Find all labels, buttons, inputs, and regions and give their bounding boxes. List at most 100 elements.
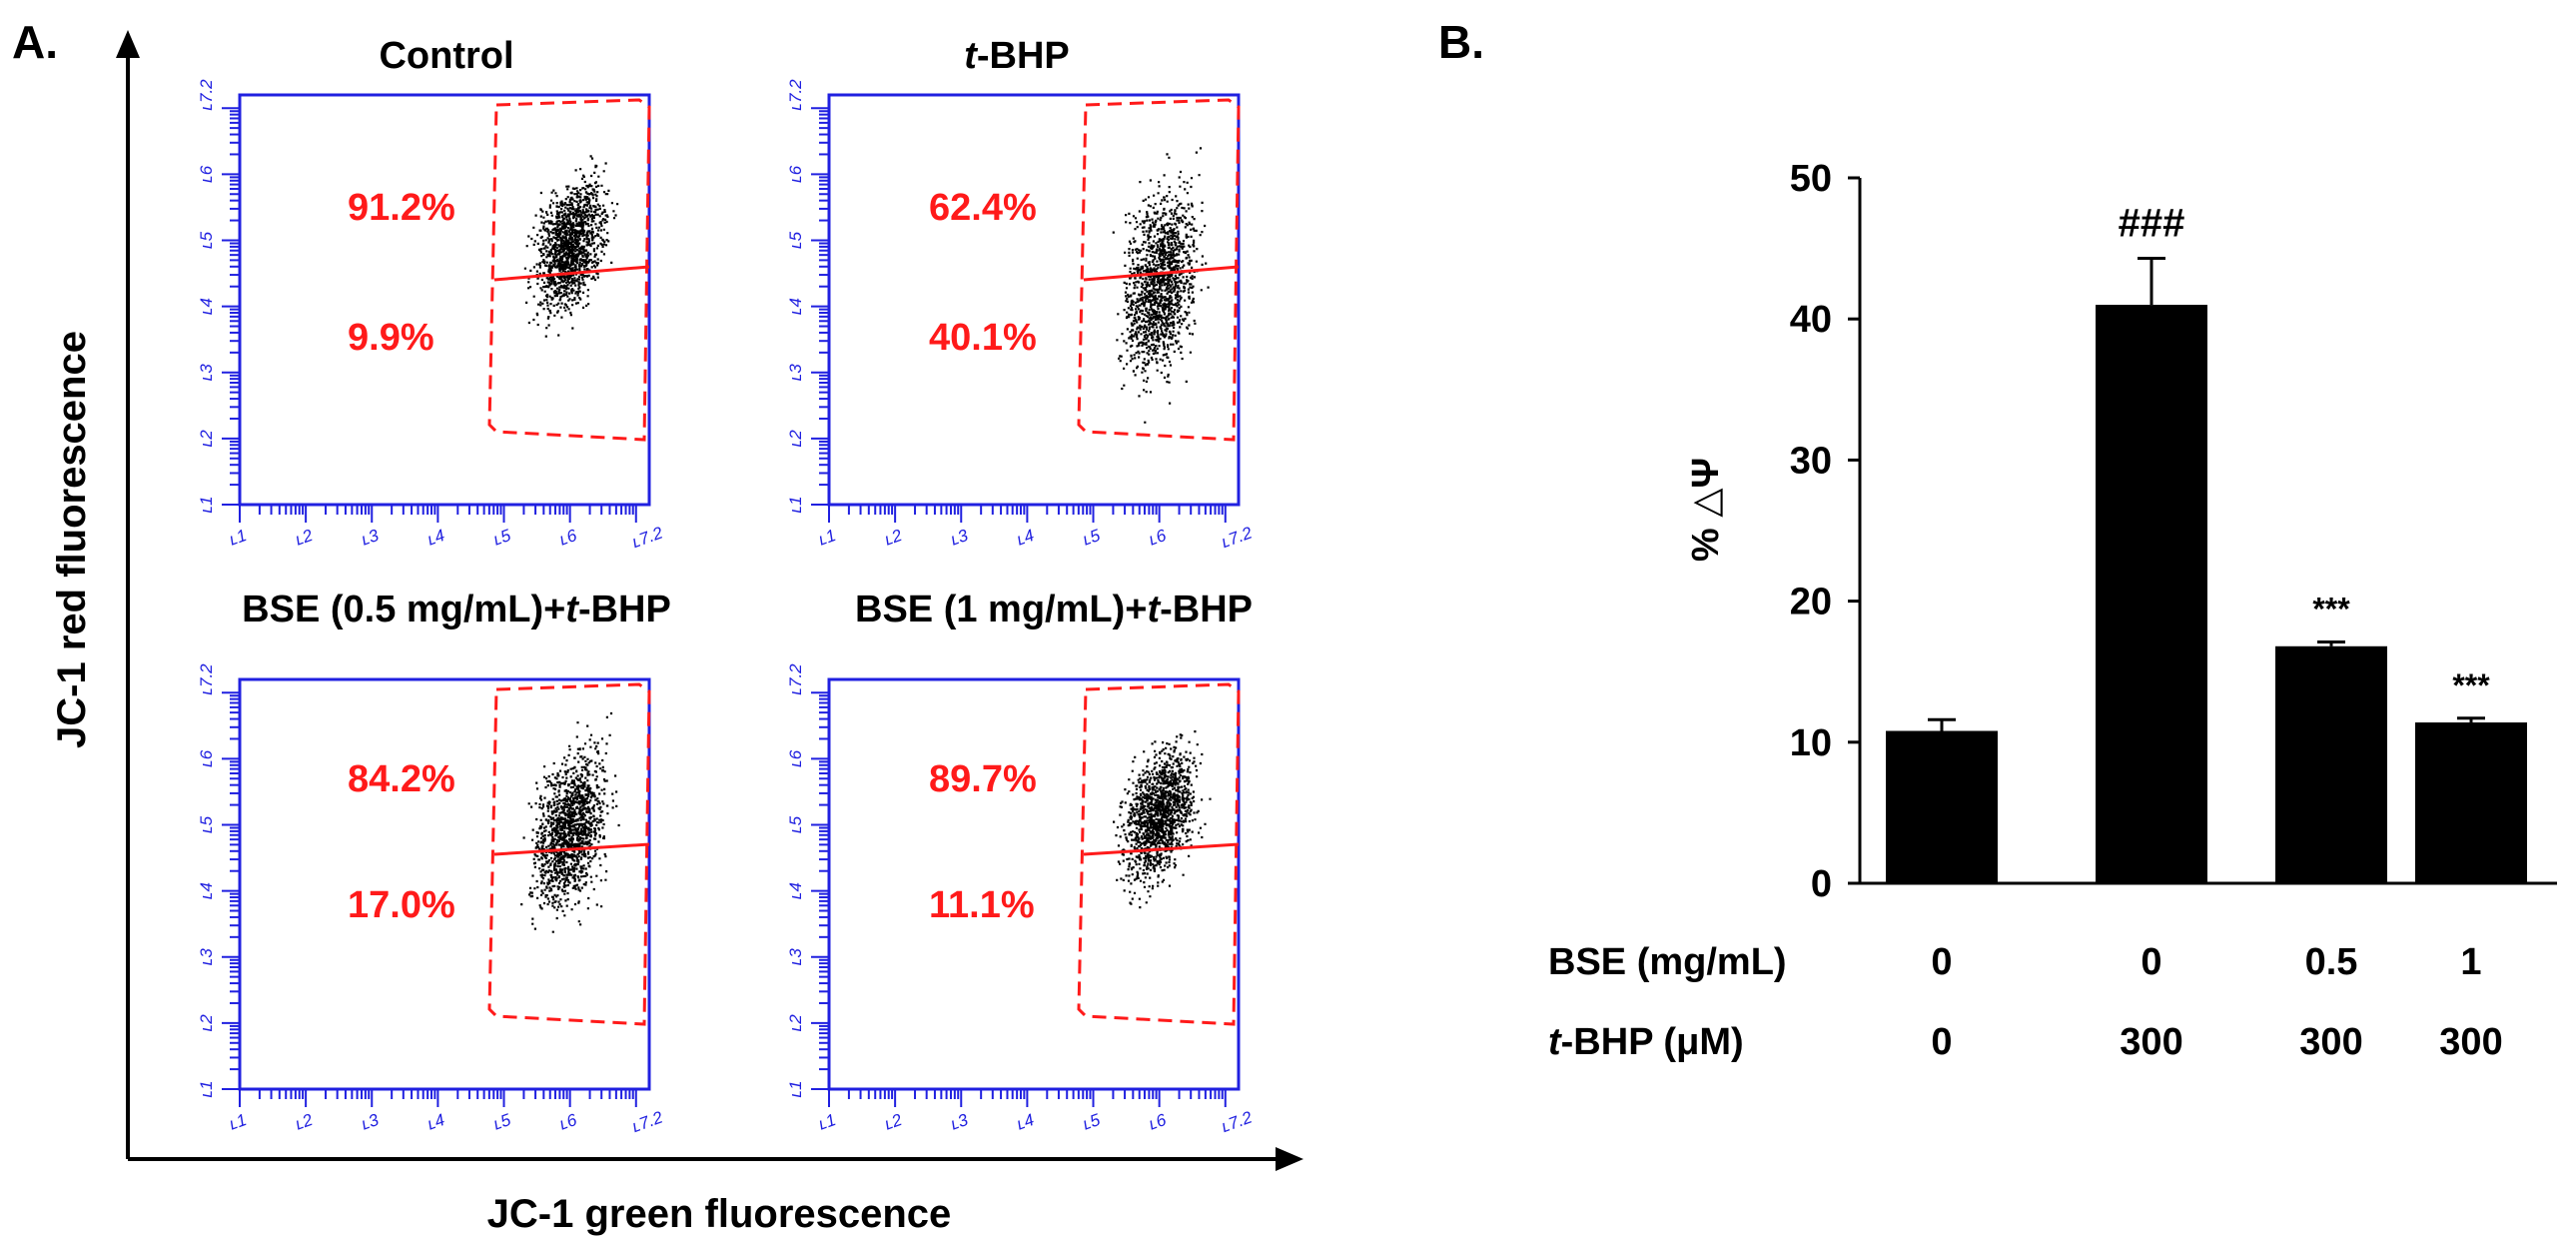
gate-divider <box>1083 265 1240 282</box>
plot-ticks: ʟ1 ʟ1 ʟ2 ʟ2 ʟ3 ʟ3 ʟ4 ʟ4 ʟ5 ʟ5 ʟ6 ʟ6 ʟ7.2 ʟ7.2 <box>786 663 1256 1136</box>
bar <box>2275 645 2387 883</box>
gate-divider <box>493 842 650 856</box>
panel-a-y-arrowhead <box>116 30 140 58</box>
x-tick-label: ʟ2 <box>293 1110 316 1134</box>
bar <box>2415 722 2527 883</box>
x-tick-label: ʟ1 <box>227 526 250 550</box>
y-tick-label: ʟ5 <box>786 815 805 833</box>
y-tick-label: ʟ2 <box>786 1014 805 1032</box>
x-tick-label: ʟ5 <box>1080 526 1103 550</box>
scatter-plot-bse-05: ʟ1 ʟ1 ʟ2 ʟ2 ʟ3 ʟ3 ʟ4 ʟ4 ʟ5 ʟ5 ʟ6 ʟ6 ʟ7.2 ʟ7.2 84.2% 1… <box>197 663 666 1136</box>
dot-cloud <box>520 711 620 933</box>
x-tick-label: ʟ3 <box>359 526 382 550</box>
plot-title-control: Control <box>379 35 513 77</box>
y-tick-label: ʟ1 <box>786 1080 805 1097</box>
y-tick-label: ʟ4 <box>786 298 805 315</box>
x-tick-label: ʟ4 <box>1014 526 1037 550</box>
x-tick-label: ʟ6 <box>556 1110 579 1134</box>
y-tick-label: ʟ6 <box>786 749 805 767</box>
y-tick-label: ʟ7.2 <box>786 79 805 111</box>
y-tick-label: ʟ2 <box>197 430 216 448</box>
significance-label: ### <box>2119 201 2185 245</box>
dot-cloud <box>1113 730 1212 909</box>
x-tick-label: ʟ7.2 <box>1219 1107 1255 1136</box>
x-tick-label: ʟ3 <box>359 1110 382 1134</box>
bar <box>1886 730 1998 883</box>
bse-value: 1 <box>2460 941 2481 983</box>
lower-percentage: 11.1% <box>929 884 1035 926</box>
gate-region <box>1077 98 1241 442</box>
dot-cloud <box>1112 147 1210 424</box>
tbhp-value: 0 <box>1931 1021 1952 1063</box>
x-tick-label: ʟ7.2 <box>629 1107 665 1136</box>
panel-a-x-axis-title: JC-1 green fluorescence <box>487 1192 952 1236</box>
x-tick-label: ʟ5 <box>1080 1110 1103 1134</box>
plot-frame <box>827 677 1241 1091</box>
plot-ticks: ʟ1 ʟ1 ʟ2 ʟ2 ʟ3 ʟ3 ʟ4 ʟ4 ʟ5 ʟ5 ʟ6 ʟ6 ʟ7.2 ʟ7.2 <box>786 79 1256 552</box>
bar-y-tick-label: 0 <box>1811 863 1832 905</box>
x-tick-label: ʟ5 <box>490 526 513 550</box>
y-tick-label: ʟ4 <box>197 882 216 899</box>
lower-percentage: 40.1% <box>929 317 1037 359</box>
plot-title-bse-05: BSE (0.5 mg/mL)+t-BHP <box>242 589 671 630</box>
gate-divider <box>1083 842 1240 856</box>
tbhp-value: 300 <box>2439 1021 2502 1063</box>
x-tick-label: ʟ2 <box>882 526 905 550</box>
y-tick-label: ʟ5 <box>197 231 216 249</box>
gate-region <box>487 98 651 442</box>
gate-divider <box>493 265 650 282</box>
lower-percentage: 9.9% <box>348 317 434 359</box>
scatter-plot-control: ʟ1 ʟ1 ʟ2 ʟ2 ʟ3 ʟ3 ʟ4 ʟ4 ʟ5 ʟ5 ʟ6 ʟ6 ʟ7.2 ʟ7.2 91.2% 9… <box>197 79 666 552</box>
plot-title-bse-1: BSE (1 mg/mL)+t-BHP <box>855 589 1253 630</box>
bse-value: 0 <box>2141 941 2161 983</box>
y-tick-label: ʟ1 <box>197 496 216 513</box>
y-tick-label: ʟ1 <box>197 1080 216 1097</box>
panel-a-label: A. <box>12 16 58 68</box>
panel-a-x-arrowhead <box>1276 1147 1303 1171</box>
x-tick-label: ʟ7.2 <box>629 523 665 552</box>
x-tick-label: ʟ2 <box>882 1110 905 1134</box>
significance-label: *** <box>2452 667 2490 703</box>
y-tick-label: ʟ5 <box>197 815 216 833</box>
x-tick-label: ʟ2 <box>293 526 316 550</box>
y-tick-label: ʟ7.2 <box>197 663 216 695</box>
y-tick-label: ʟ2 <box>197 1014 216 1032</box>
row-label-bse: BSE (mg/mL) <box>1548 941 1787 983</box>
bar-chart: 0 10 20 30 40 50 % △Ψ ### *** *** <box>1685 158 2557 905</box>
y-tick-label: ʟ7.2 <box>197 79 216 111</box>
x-tick-label: ʟ6 <box>1146 526 1169 550</box>
x-tick-label: ʟ6 <box>556 526 579 550</box>
x-tick-label: ʟ1 <box>816 1110 839 1134</box>
bar-y-tick-label: 40 <box>1790 299 1832 341</box>
plot-frame <box>827 93 1241 507</box>
panel-b-label: B. <box>1438 16 1484 68</box>
bar-y-tick-label: 30 <box>1790 440 1832 482</box>
plot-ticks: ʟ1 ʟ1 ʟ2 ʟ2 ʟ3 ʟ3 ʟ4 ʟ4 ʟ5 ʟ5 ʟ6 ʟ6 ʟ7.2 ʟ7.2 <box>197 79 666 552</box>
upper-percentage: 91.2% <box>348 187 455 229</box>
significance-label: *** <box>2312 592 2350 627</box>
scatter-dots <box>1112 147 1210 424</box>
scatter-plot-bse-1: ʟ1 ʟ1 ʟ2 ʟ2 ʟ3 ʟ3 ʟ4 ʟ4 ʟ5 ʟ5 ʟ6 ʟ6 ʟ7.2 ʟ7.2 89.7% 1… <box>786 663 1256 1136</box>
y-tick-label: ʟ7.2 <box>786 663 805 695</box>
y-tick-label: ʟ3 <box>786 948 805 966</box>
plot-frame <box>238 93 651 507</box>
x-tick-label: ʟ1 <box>227 1110 250 1134</box>
x-tick-label: ʟ3 <box>948 1110 971 1134</box>
panel-a-y-axis-title: JC-1 red fluorescence <box>50 331 94 748</box>
y-tick-label: ʟ5 <box>786 231 805 249</box>
bse-value: 0.5 <box>2305 941 2358 983</box>
scatter-dots <box>1113 730 1212 909</box>
y-tick-label: ʟ6 <box>197 749 216 767</box>
y-tick-label: ʟ4 <box>197 298 216 315</box>
bar-y-axis-title: % △Ψ <box>1685 458 1727 562</box>
lower-percentage: 17.0% <box>348 884 455 926</box>
x-tick-label: ʟ4 <box>425 1110 447 1134</box>
scatter-dots <box>523 155 619 338</box>
y-tick-label: ʟ3 <box>197 364 216 382</box>
upper-percentage: 89.7% <box>929 758 1037 800</box>
tbhp-value: 300 <box>2120 1021 2182 1063</box>
x-tick-label: ʟ6 <box>1146 1110 1169 1134</box>
x-tick-label: ʟ5 <box>490 1110 513 1134</box>
y-tick-label: ʟ4 <box>786 882 805 899</box>
